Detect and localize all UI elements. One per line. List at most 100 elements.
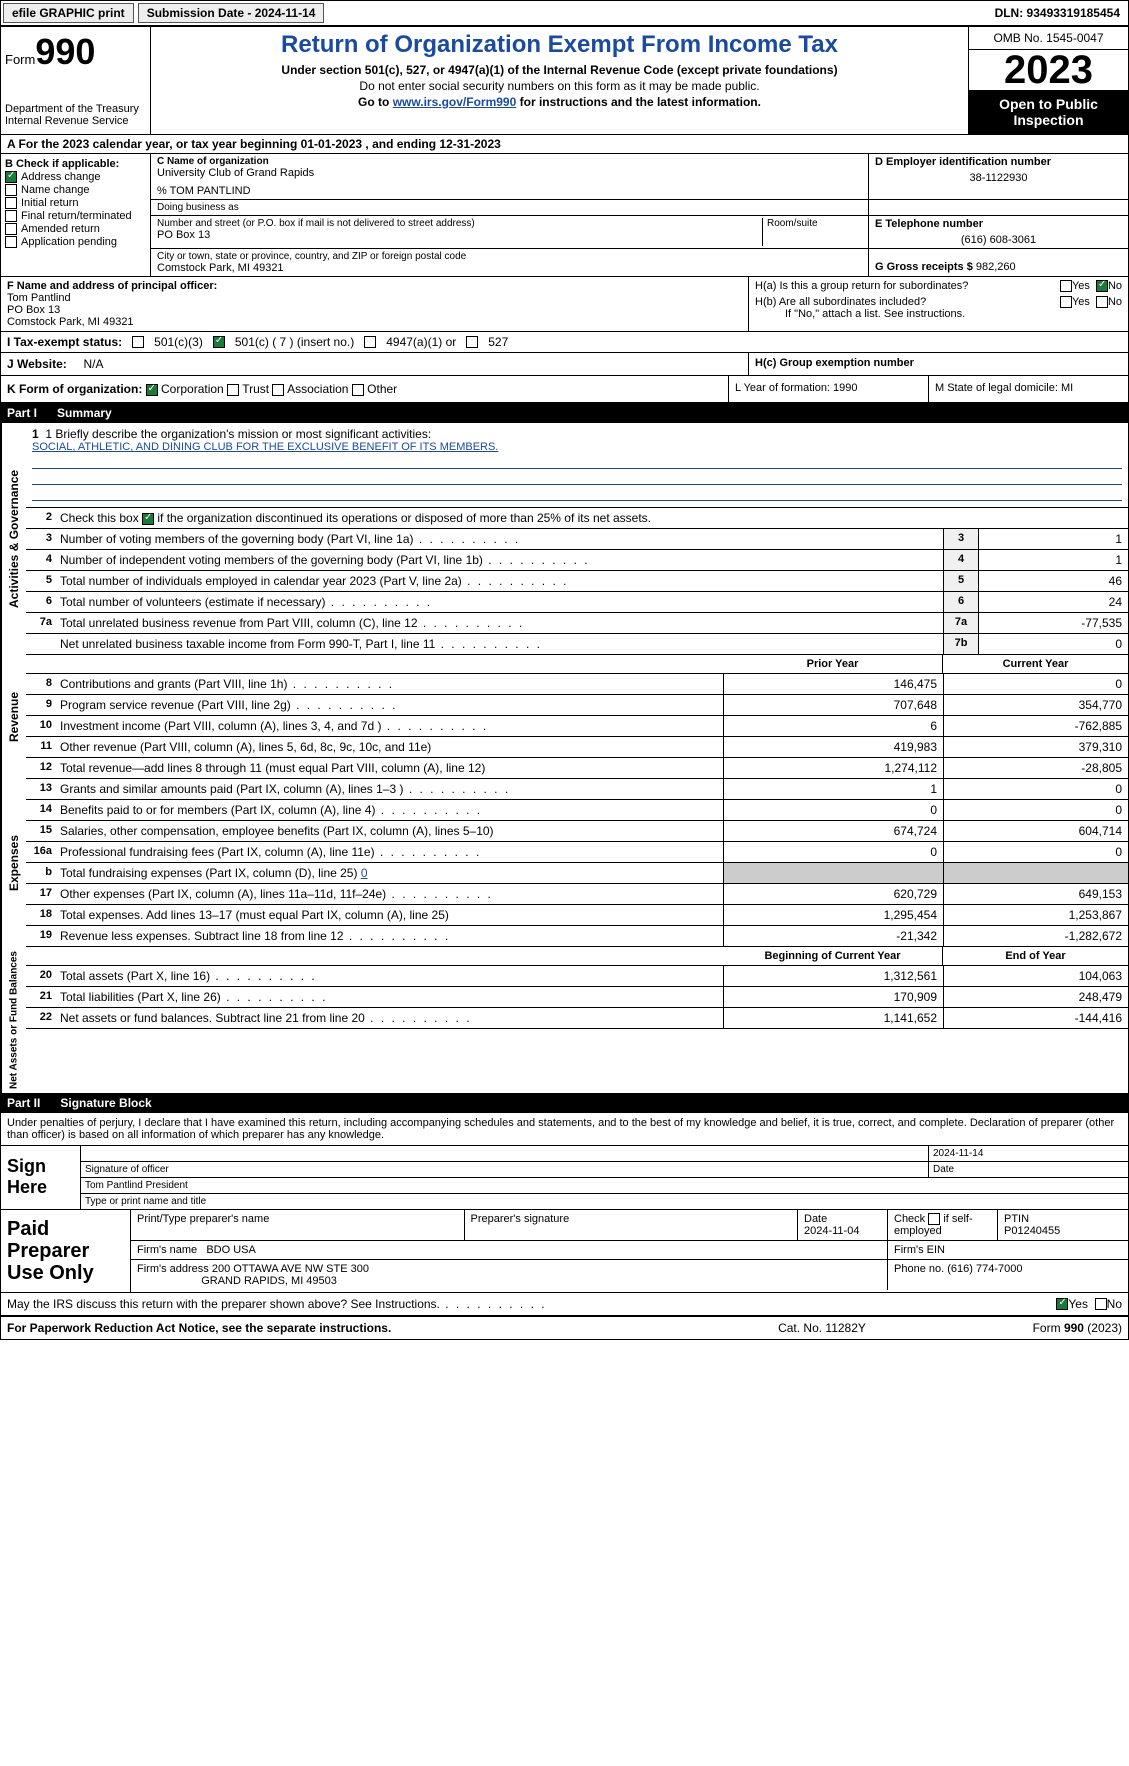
irs-label: Internal Revenue Service: [5, 115, 146, 127]
rev-section: Revenue Prior Year Current Year 8Contrib…: [1, 655, 1128, 779]
form-label: Form: [5, 52, 35, 67]
ha-yes[interactable]: [1060, 280, 1072, 292]
tax-status-row: I Tax-exempt status: 501(c)(3) 501(c) ( …: [1, 332, 1128, 353]
prep-h2: Preparer's signature: [465, 1210, 799, 1240]
g5v: 46: [978, 571, 1128, 591]
r9p: 707,648: [723, 695, 943, 715]
k-lbl: K Form of organization:: [7, 382, 142, 396]
n20p: 1,312,561: [723, 966, 943, 986]
chk-other[interactable]: [352, 384, 364, 396]
chk-assoc[interactable]: [272, 384, 284, 396]
e17c: 649,153: [943, 884, 1128, 904]
mission-block: 1 1 Briefly describe the organization's …: [26, 423, 1128, 508]
chk-address[interactable]: [5, 171, 17, 183]
f-addr: PO Box 13: [7, 304, 742, 316]
r12c: -28,805: [943, 758, 1128, 778]
g7ab: 7a: [943, 613, 978, 633]
ptin: P01240455: [1004, 1225, 1060, 1237]
g6v: 24: [978, 592, 1128, 612]
subtitle-2: Do not enter social security numbers on …: [155, 79, 964, 93]
city: Comstock Park, MI 49321: [157, 262, 862, 274]
discuss-row: May the IRS discuss this return with the…: [1, 1293, 1128, 1317]
g3v: 1: [978, 529, 1128, 549]
prep-h3: Date: [804, 1213, 827, 1225]
exp-section: Expenses 13Grants and similar amounts pa…: [1, 779, 1128, 947]
n22p: 1,141,652: [723, 1008, 943, 1028]
ptin-lbl: PTIN: [1004, 1213, 1029, 1225]
e18c: 1,253,867: [943, 905, 1128, 925]
e17t: Other expenses (Part IX, column (A), lin…: [56, 884, 723, 904]
g3t: Number of voting members of the governin…: [56, 529, 943, 549]
subtitle-1: Under section 501(c), 527, or 4947(a)(1)…: [155, 63, 964, 77]
d-ein-lbl: D Employer identification number: [875, 156, 1122, 168]
vtab-rev: Revenue: [1, 655, 26, 779]
r12n: 12: [26, 758, 56, 778]
discuss-no[interactable]: [1095, 1298, 1107, 1310]
dba-lbl: Doing business as: [157, 202, 862, 213]
ha-yes-lbl: Yes: [1072, 280, 1090, 292]
chk-self-emp[interactable]: [928, 1213, 940, 1225]
g5t: Total number of individuals employed in …: [56, 571, 943, 591]
line2: Check this box if the organization disco…: [56, 508, 1128, 528]
tax-year: 2023: [969, 50, 1128, 90]
e16an: 16a: [26, 842, 56, 862]
lbl-corp: Corporation: [161, 382, 224, 396]
hb-yes[interactable]: [1060, 296, 1072, 308]
e13p: 1: [723, 779, 943, 799]
chk-discontinued[interactable]: [142, 513, 154, 525]
officer-name: Tom Pantlind President: [81, 1178, 192, 1193]
penalty-text: Under penalties of perjury, I declare th…: [1, 1113, 1128, 1146]
ha-no[interactable]: [1096, 280, 1108, 292]
discuss-yes[interactable]: [1056, 1298, 1068, 1310]
ha-lbl: H(a) Is this a group return for subordin…: [755, 280, 1060, 292]
efile-btn[interactable]: efile GRAPHIC print: [3, 3, 134, 23]
chk-527[interactable]: [466, 336, 478, 348]
chk-trust[interactable]: [227, 384, 239, 396]
col-b: B Check if applicable: Address change Na…: [1, 154, 151, 276]
n22c: -144,416: [943, 1008, 1128, 1028]
sign-here-lbl: Sign Here: [1, 1146, 81, 1209]
e19t: Revenue less expenses. Subtract line 18 …: [56, 926, 723, 946]
form-990: 990: [1064, 1321, 1084, 1335]
sign-date: 2024-11-14: [928, 1146, 1128, 1161]
discuss-no-lbl: No: [1107, 1297, 1122, 1311]
lbl-initial: Initial return: [21, 197, 78, 209]
website-val: N/A: [83, 357, 103, 371]
lbl-527: 527: [488, 335, 508, 349]
e18n: 18: [26, 905, 56, 925]
chk-amended[interactable]: [5, 223, 17, 235]
e18t: Total expenses. Add lines 13–17 (must eq…: [56, 905, 723, 925]
irs-link[interactable]: www.irs.gov/Form990: [393, 95, 517, 109]
lbl-assoc: Association: [287, 382, 348, 396]
lbl-address: Address change: [21, 171, 101, 183]
hc-lbl: H(c) Group exemption number: [748, 353, 1128, 375]
firm-ein-lbl: Firm's EIN: [888, 1241, 1128, 1259]
e13n: 13: [26, 779, 56, 799]
e16bc: [943, 863, 1128, 883]
chk-corp[interactable]: [146, 384, 158, 396]
fundraising-link[interactable]: 0: [361, 866, 368, 880]
net-hdr: Beginning of Current Year End of Year: [26, 947, 1128, 966]
chk-4947[interactable]: [364, 336, 376, 348]
g7bn: [26, 634, 56, 654]
period-mid: , and ending: [365, 137, 439, 151]
room-lbl: Room/suite: [767, 218, 862, 229]
chk-initial[interactable]: [5, 197, 17, 209]
r10n: 10: [26, 716, 56, 736]
period-begin: 01-01-2023: [301, 137, 362, 151]
g6b: 6: [943, 592, 978, 612]
cat-no: Cat. No. 11282Y: [722, 1321, 922, 1335]
mission-text: SOCIAL, ATHLETIC, AND DINING CLUB FOR TH…: [32, 441, 1122, 453]
e14p: 0: [723, 800, 943, 820]
e16ap: 0: [723, 842, 943, 862]
discuss-yes-lbl: Yes: [1068, 1297, 1088, 1311]
chk-final[interactable]: [5, 210, 17, 222]
chk-501c[interactable]: [213, 336, 225, 348]
hb-no[interactable]: [1096, 296, 1108, 308]
chk-501c3[interactable]: [132, 336, 144, 348]
addr-lbl: Number and street (or P.O. box if mail i…: [157, 218, 762, 229]
chk-name[interactable]: [5, 184, 17, 196]
r11n: 11: [26, 737, 56, 757]
chk-pending[interactable]: [5, 236, 17, 248]
part2-title: Signature Block: [60, 1096, 151, 1110]
